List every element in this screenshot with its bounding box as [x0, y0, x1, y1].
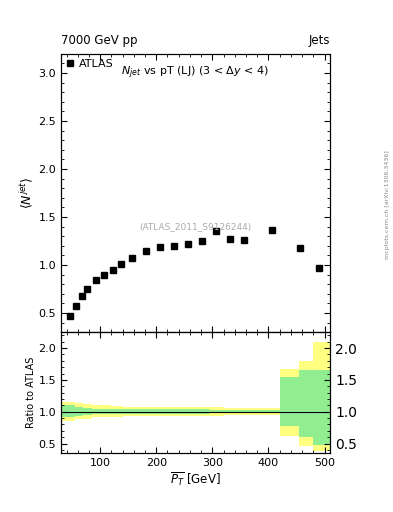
- ATLAS: [119, 261, 123, 267]
- ATLAS: [158, 244, 163, 250]
- ATLAS: [200, 238, 205, 244]
- Text: 7000 GeV pp: 7000 GeV pp: [61, 34, 138, 47]
- ATLAS: [130, 255, 134, 261]
- ATLAS: [270, 227, 275, 233]
- ATLAS: [102, 272, 107, 279]
- ATLAS: [242, 237, 247, 243]
- ATLAS: [85, 286, 90, 292]
- ATLAS: [214, 228, 219, 234]
- Line: ATLAS: ATLAS: [68, 228, 322, 318]
- ATLAS: [186, 241, 191, 247]
- Text: $N_{jet}$ vs pT (LJ) (3 < $\Delta y$ < 4): $N_{jet}$ vs pT (LJ) (3 < $\Delta y$ < 4…: [121, 65, 270, 81]
- ATLAS: [172, 243, 176, 249]
- X-axis label: $\overline{P_T}$ [GeV]: $\overline{P_T}$ [GeV]: [170, 471, 221, 488]
- ATLAS: [74, 303, 79, 309]
- ATLAS: [144, 248, 149, 254]
- ATLAS: [79, 292, 84, 298]
- ATLAS: [298, 245, 303, 251]
- ATLAS: [110, 267, 115, 273]
- Text: (ATLAS_2011_S9126244): (ATLAS_2011_S9126244): [140, 222, 252, 231]
- Text: mcplots.cern.ch [arXiv:1306.3436]: mcplots.cern.ch [arXiv:1306.3436]: [385, 151, 389, 259]
- ATLAS: [228, 236, 233, 242]
- ATLAS: [316, 265, 321, 271]
- Y-axis label: $\langle N^{jet} \rangle$: $\langle N^{jet} \rangle$: [18, 177, 35, 209]
- Text: Jets: Jets: [309, 34, 330, 47]
- Y-axis label: Ratio to ATLAS: Ratio to ATLAS: [26, 357, 35, 429]
- ATLAS: [93, 277, 98, 283]
- ATLAS: [68, 313, 73, 319]
- Legend: ATLAS: ATLAS: [64, 57, 116, 72]
